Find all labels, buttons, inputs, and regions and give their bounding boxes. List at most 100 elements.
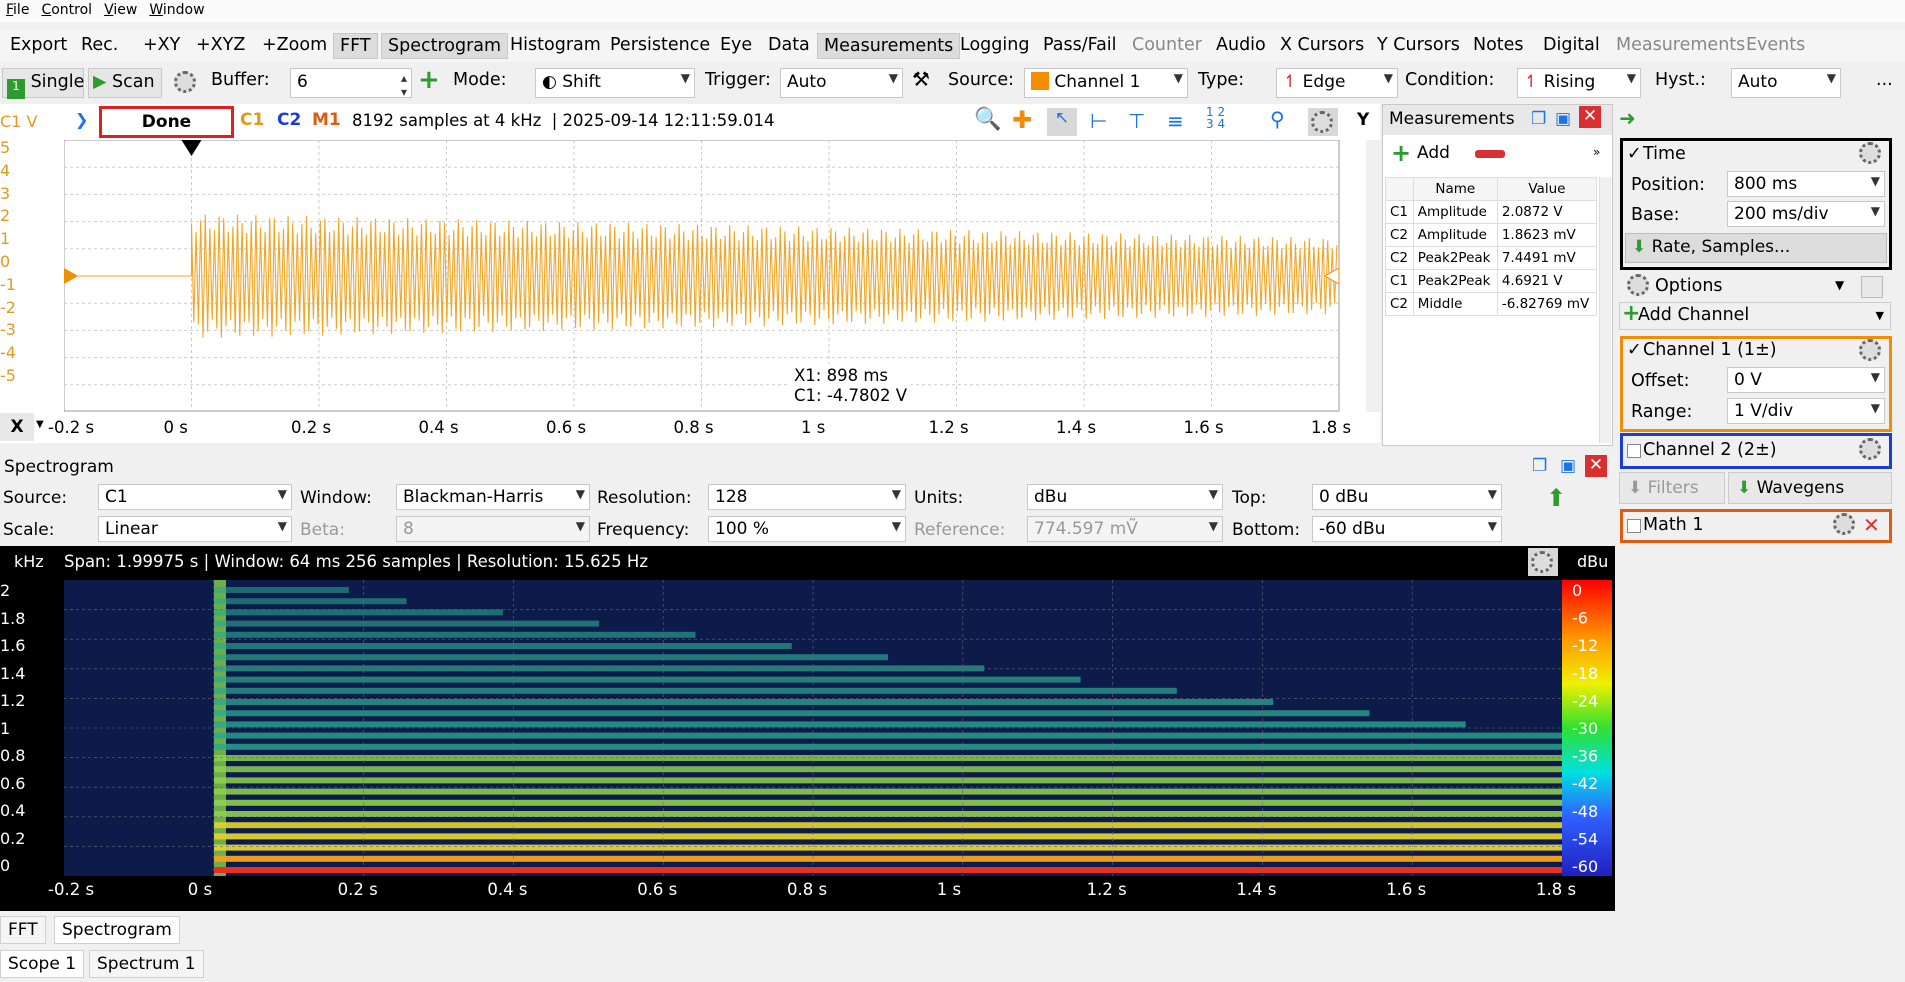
table-row[interactable]: C2 Amplitude 1.8623 mV [1385,223,1598,247]
range-field[interactable]: 1 V/div ▼ [1727,398,1885,424]
h-measure-icon[interactable]: ⊢ [1090,109,1108,133]
gear-icon[interactable] [1859,339,1881,366]
collapse-arrow-icon[interactable]: ➜ [1619,106,1636,130]
hyst-select[interactable]: Auto ▼ [1731,68,1841,98]
add-measurement-button[interactable]: Add [1417,143,1450,163]
gear-icon[interactable] [1627,274,1649,301]
chevron-right-icon[interactable]: » [1593,145,1601,159]
tab-notes[interactable]: Notes [1473,35,1524,55]
tab-audio[interactable]: Audio [1216,35,1266,55]
scan-button[interactable]: ▶ Scan [88,68,162,98]
wavegens-button[interactable]: ⬇ Wavegens [1728,472,1892,504]
gear-icon[interactable] [1859,142,1881,169]
tab-pass-fail[interactable]: Pass/Fail [1043,35,1117,55]
menu-view[interactable]: View [104,2,138,18]
table-row[interactable]: C2 Peak2Peak 7.4491 mV [1385,246,1598,270]
time-checkbox[interactable]: ✓ [1627,144,1642,164]
gear-icon[interactable] [1859,438,1881,465]
tab-spectrogram-view[interactable]: Spectrogram [54,916,180,944]
top-select[interactable]: 0 dBu ▼ [1312,484,1502,510]
add-icon[interactable]: + [1391,139,1412,167]
measurements-table[interactable]: Name Value C1 Amplitude 2.0872 V C2 Amplitud… [1385,177,1598,316]
tab-digital[interactable]: Digital [1543,35,1600,55]
c2-badge[interactable]: C2 [277,110,302,130]
ruler-icon[interactable]: ≡ [1167,109,1184,133]
tab-measurements-2[interactable]: Measurements [1616,35,1746,55]
m1-badge[interactable]: M1 [312,110,341,130]
resolution-select[interactable]: 128 ▼ [708,484,906,510]
status-done[interactable]: Done [99,106,234,138]
gear-icon[interactable] [1528,548,1558,576]
trigger-select[interactable]: Auto ▼ [780,68,903,98]
chevron-down-icon[interactable]: ▼ [1835,278,1845,292]
chevron-down-icon[interactable]: ▼ [36,419,44,430]
close-icon[interactable]: ✕ [1585,455,1607,477]
rate-samples-button[interactable]: ⬇ Rate, Samples... [1625,233,1887,263]
plus-icon[interactable]: + [418,65,440,95]
units-select[interactable]: dBu ▼ [1027,484,1223,510]
tab-logging[interactable]: Logging [960,35,1030,55]
table-row[interactable]: C2 Middle -6.82769 mV [1385,292,1598,316]
tab-spectrogram[interactable]: Spectrogram [381,33,509,59]
menu-file[interactable]: File [6,2,30,18]
hammer-icon[interactable]: ⚒ [912,67,930,91]
spec-source-select[interactable]: C1 ▼ [98,484,292,510]
type-select[interactable]: ↿ Edge ▼ [1276,68,1398,98]
expand-arrow-icon[interactable]: ❯ [75,110,89,129]
position-field[interactable]: 800 ms ▼ [1727,171,1885,197]
maximize-icon[interactable]: ▣ [1555,109,1572,129]
tab-fft-view[interactable]: FFT [0,916,46,944]
zoom-icon[interactable]: 🔍 [974,107,1002,132]
pan-icon[interactable]: ✚ [1012,106,1033,134]
tab-xyz[interactable]: +XYZ [196,35,246,55]
tab-xy[interactable]: +XY [143,35,181,55]
filters-button[interactable]: ⬇ Filters [1619,472,1725,504]
window-select[interactable]: Blackman-Harris ▼ [396,484,590,510]
tab-export[interactable]: Export [10,35,68,55]
scale-select[interactable]: Linear ▼ [98,516,292,542]
close-icon[interactable]: ✕ [1579,106,1601,128]
tab-zoom[interactable]: +Zoom [262,35,328,55]
channel2-checkbox[interactable] [1627,444,1641,458]
up-arrow-icon[interactable]: ⬆ [1546,484,1567,512]
search-plot-icon[interactable]: ⚲ [1270,107,1285,131]
scope-scrollbar[interactable] [1366,140,1380,412]
tab-y-cursors[interactable]: Y Cursors [1377,35,1460,55]
beta-select[interactable]: 8 ▼ [396,516,590,542]
add-channel-button[interactable]: + Add Channel ▼ [1619,301,1891,330]
mode-select[interactable]: ◐ Shift ▼ [535,68,695,98]
x-axis-button[interactable]: X [0,413,34,441]
options-label[interactable]: Options [1655,276,1723,296]
single-button[interactable]: 1 Single [2,68,84,99]
bottom-select[interactable]: -60 dBu ▼ [1312,516,1502,542]
source-select[interactable]: Channel 1 ▼ [1024,68,1188,98]
c1-badge[interactable]: C1 [240,110,265,130]
close-icon[interactable]: ✕ [1863,513,1880,537]
channel1-checkbox[interactable]: ✓ [1627,340,1642,360]
tab-histogram[interactable]: Histogram [510,35,601,55]
restore-icon[interactable]: ❐ [1531,109,1547,129]
reference-select[interactable]: 774.597 mṼ ▼ [1027,516,1223,542]
gear-icon[interactable] [1833,513,1855,540]
window-icon[interactable] [1861,276,1883,298]
maximize-icon[interactable]: ▣ [1560,456,1577,476]
tab-spectrum-1[interactable]: Spectrum 1 [89,950,204,978]
buffer-stepper[interactable]: 6 ▴ ▾ [290,68,412,98]
v-measure-icon[interactable]: ⊤ [1128,109,1146,133]
tab-rec[interactable]: Rec. [81,35,119,55]
tab-measurements[interactable]: Measurements [817,33,961,59]
tab-fft[interactable]: FFT [333,33,378,59]
math1-checkbox[interactable] [1627,519,1641,533]
spectrogram-canvas[interactable]: 0 -6 -12 -18 -24 -30 -36 -42 -48 -54 -60 [64,580,1614,880]
tab-scope-1[interactable]: Scope 1 [0,950,85,978]
tab-events[interactable]: Events [1746,35,1806,55]
remove-icon[interactable] [1475,150,1505,158]
restore-icon[interactable]: ❐ [1532,456,1548,476]
offset-field[interactable]: 0 V ▼ [1727,367,1885,393]
tab-persistence[interactable]: Persistence [610,35,711,55]
tab-x-cursors[interactable]: X Cursors [1280,35,1365,55]
condition-select[interactable]: ↿ Rising ▼ [1517,68,1641,98]
scope-waveform-canvas[interactable] [64,140,1340,412]
more-button[interactable]: ... [1876,70,1893,90]
